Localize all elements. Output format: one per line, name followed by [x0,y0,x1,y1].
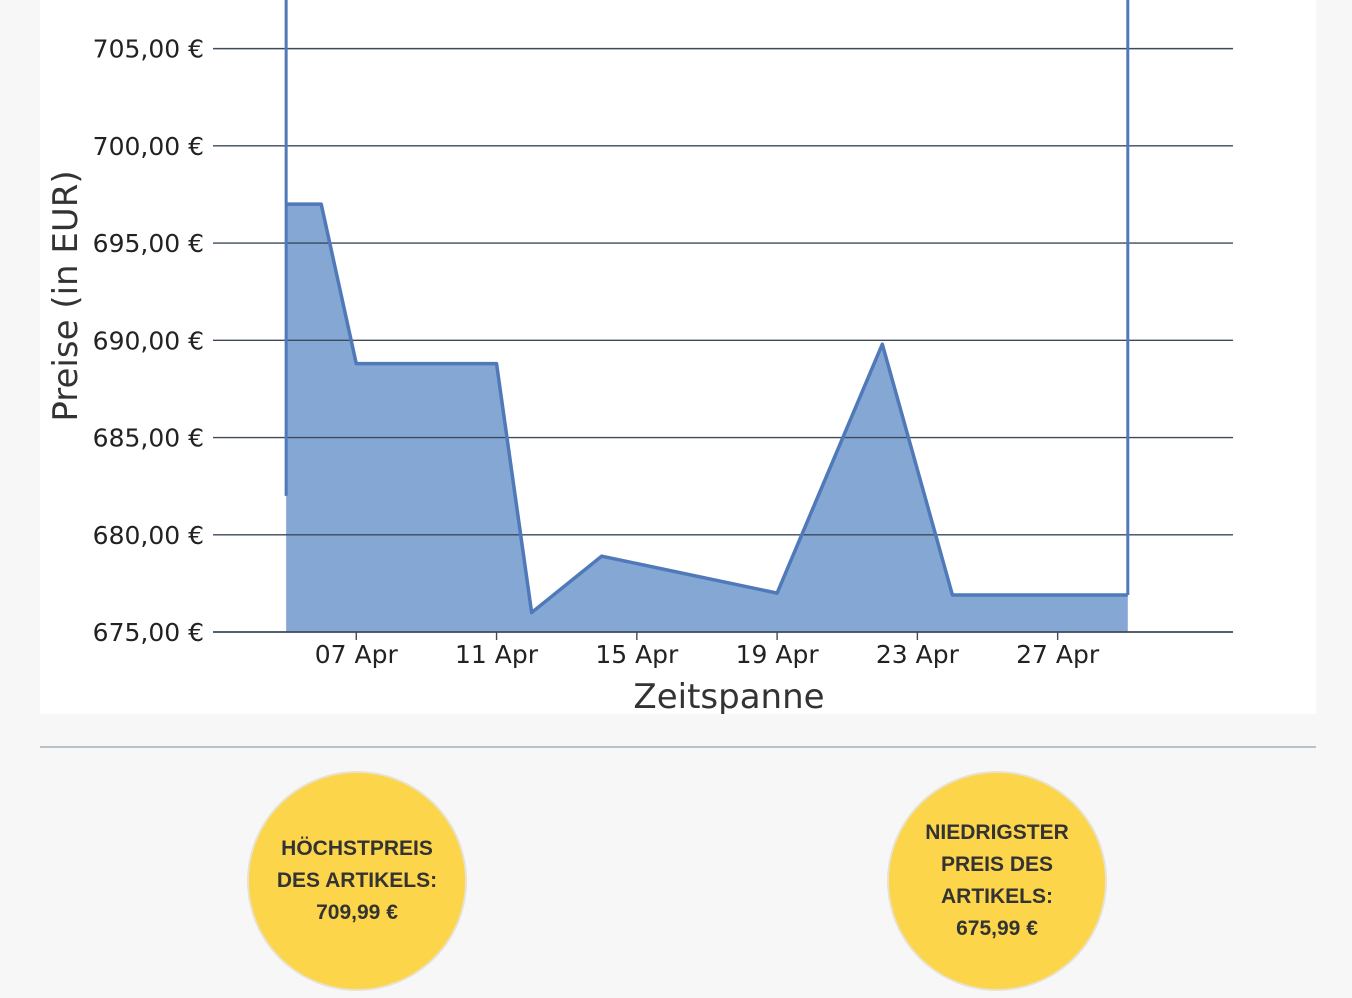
min-price-label: NIEDRIGSTER PREIS DES ARTIKELS: [925,821,1069,908]
y-tick-label: 695,00 € [93,229,204,258]
section-divider [40,746,1316,748]
y-axis-title: Preise (in EUR) [46,170,86,421]
price-area [286,204,1128,632]
y-tick-label: 685,00 € [93,424,204,453]
y-tick-label: 700,00 € [93,132,204,161]
y-tick-label: 675,00 € [93,618,204,647]
x-tick-label: 19 Apr [736,640,820,669]
x-tick-label: 15 Apr [595,640,679,669]
min-price-badge: NIEDRIGSTER PREIS DES ARTIKELS: 675,99 € [887,771,1107,991]
y-tick-label: 680,00 € [93,521,204,550]
price-chart-card: 675,00 € 680,00 € 685,00 € 690,00 € 695,00 €… [40,0,1316,714]
max-price-value: 709,99 € [316,901,398,924]
x-tick-label: 07 Apr [315,640,399,669]
x-tick-label: 23 Apr [876,640,960,669]
min-price-text: NIEDRIGSTER PREIS DES ARTIKELS: 675,99 € [912,817,1082,945]
x-tick-label: 27 Apr [1016,640,1100,669]
price-line [286,202,1128,615]
x-axis-title: Zeitspanne [633,677,824,714]
max-price-text: HÖCHSTPREIS DES ARTIKELS: 709,99 € [272,833,442,929]
min-price-value: 675,99 € [956,917,1038,940]
x-tick-label: 11 Apr [455,640,539,669]
price-chart: 675,00 € 680,00 € 685,00 € 690,00 € 695,00 €… [46,0,1233,714]
max-price-label: HÖCHSTPREIS DES ARTIKELS: [276,837,438,892]
y-tick-label: 690,00 € [93,326,204,355]
max-price-badge: HÖCHSTPREIS DES ARTIKELS: 709,99 € [247,771,467,991]
y-tick-label: 705,00 € [93,35,204,64]
